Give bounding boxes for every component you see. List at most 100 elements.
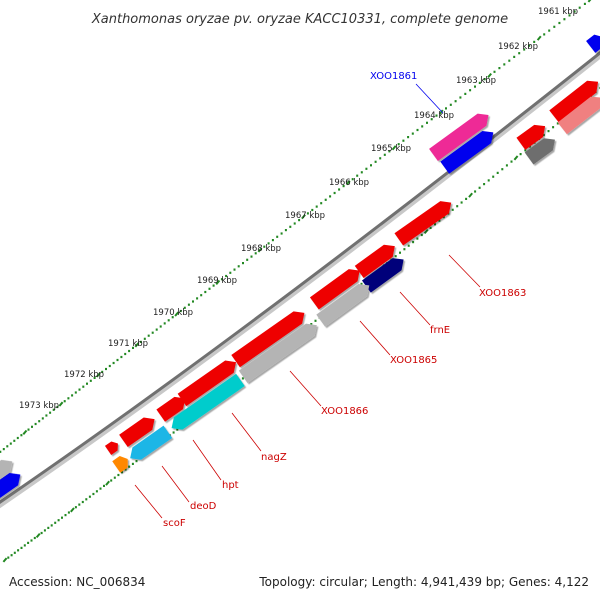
inner-ring-minor-tick — [478, 186, 481, 189]
gene-fwd-arrow[interactable] — [119, 413, 159, 448]
gene-fwd-arrow[interactable] — [549, 76, 600, 123]
gene-rev-arrow[interactable] — [0, 468, 25, 504]
outer-ring-minor-tick — [155, 328, 158, 331]
inner-ring-minor-tick — [505, 164, 508, 167]
inner-ring-minor-tick — [456, 205, 459, 208]
tick-label-1962: 1962 kbp — [498, 42, 538, 52]
gene-fwd-arrow[interactable] — [0, 455, 17, 485]
inner-ring-minor-tick — [43, 529, 46, 532]
inner-ring-minor-tick — [23, 544, 26, 547]
inner-ring-major-tick — [35, 532, 41, 539]
outer-ring-minor-tick — [416, 128, 419, 132]
outer-ring-minor-tick — [246, 258, 249, 261]
inner-ring-minor-tick — [128, 465, 131, 468]
gene-label-scof[interactable]: scoF — [163, 518, 186, 529]
gene-fwd-arrow[interactable] — [516, 120, 549, 150]
inner-ring-minor-tick — [442, 216, 445, 219]
outer-ring-minor-tick — [503, 63, 506, 66]
outer-ring-minor-tick — [411, 132, 414, 135]
gene-fwd-arrow[interactable] — [104, 439, 121, 455]
gene-fwd-arrow[interactable] — [156, 392, 189, 422]
outer-ring-minor-tick — [430, 118, 433, 121]
gene-hpt-arrow[interactable] — [126, 425, 173, 465]
genome-stats-text: Topology: circular; Length: 4,941,439 bp… — [259, 575, 589, 589]
outer-ring-minor-tick — [179, 309, 182, 313]
outer-ring-minor-tick — [383, 153, 386, 156]
inner-ring-minor-tick — [17, 549, 20, 552]
tick-label-1964: 1964 kbp — [414, 111, 454, 121]
outer-ring-minor-tick — [478, 81, 481, 84]
outer-ring-minor-tick — [311, 208, 314, 212]
gene-frne-arrow[interactable] — [361, 253, 408, 293]
inner-ring-minor-tick — [30, 539, 33, 542]
inner-ring-minor-tick — [314, 319, 317, 322]
outer-ring-minor-tick — [370, 164, 372, 167]
outer-ring-minor-tick — [563, 18, 566, 21]
inner-ring-major-tick — [468, 192, 473, 198]
gene-xoo1866-arrow[interactable] — [238, 319, 321, 383]
outer-ring-minor-tick — [474, 85, 476, 88]
tick-label-1968: 1968 kbp — [241, 244, 281, 254]
gene-xoo1863-arrow[interactable] — [394, 197, 455, 246]
gene-fwd-arrow[interactable] — [354, 240, 399, 278]
outer-ring-minor-tick — [16, 436, 19, 440]
kbp-tick-labels: 1961 kbp 1962 kbp 1963 kbp 1964 kbp 1965… — [19, 7, 578, 411]
outer-ring-minor-tick — [578, 6, 581, 9]
gene-label-xoo1865[interactable]: XOO1865 — [390, 355, 437, 366]
inner-ring-minor-tick — [135, 460, 138, 463]
gene-rev-arrow[interactable] — [440, 126, 497, 174]
inner-ring-minor-tick — [7, 556, 10, 559]
outer-ring-minor-tick — [132, 346, 134, 349]
gene-label-xoo1861[interactable]: XOO1861 — [370, 71, 417, 82]
outer-ring-minor-tick — [553, 25, 556, 28]
gene-rev-arrow[interactable] — [557, 92, 600, 135]
gene-rev-arrow[interactable] — [524, 134, 560, 165]
outer-ring-minor-tick — [183, 306, 186, 309]
outer-ring-minor-tick — [558, 21, 561, 25]
gene-label-xoo1863[interactable]: XOO1863 — [479, 288, 526, 299]
outer-ring-minor-tick — [52, 408, 55, 411]
outer-ring-minor-tick — [108, 364, 111, 368]
outer-ring-minor-tick — [407, 136, 410, 139]
outer-ring-minor-tick — [0, 450, 2, 453]
gene-label-xoo1866[interactable]: XOO1866 — [321, 406, 368, 417]
tick-label-1967: 1967 kbp — [285, 211, 325, 221]
gene-xoo1861-arrow[interactable] — [429, 109, 493, 162]
gene-label-hpt[interactable]: hpt — [222, 480, 239, 491]
outer-ring-major-tick — [22, 429, 28, 435]
outer-ring-minor-tick — [20, 434, 23, 437]
gene-fwd-arrow[interactable] — [177, 356, 241, 407]
leader-xoo1863 — [448, 254, 481, 288]
inner-ring-minor-tick — [85, 498, 88, 501]
outer-ring-minor-tick — [315, 205, 318, 208]
gene-xoo1865-arrow[interactable] — [316, 279, 373, 327]
outer-ring-minor-tick — [568, 14, 571, 17]
inner-ring-minor-tick — [399, 251, 401, 254]
gene-label-nagz[interactable]: nagZ — [261, 452, 287, 463]
gene-nagz-arrow[interactable] — [167, 373, 245, 434]
gene-fwd-arrow[interactable] — [231, 307, 308, 368]
outer-ring-minor-tick — [208, 287, 211, 290]
map-title: Xanthomonas oryzae pv. oryzae KACC10331,… — [91, 12, 508, 27]
gene-rev-arrow[interactable] — [586, 31, 600, 53]
gene-scof-arrow[interactable] — [112, 453, 131, 473]
inner-ring-minor-tick — [460, 201, 463, 204]
outer-ring-minor-tick — [151, 331, 154, 334]
gene-label-frne[interactable]: frnE — [430, 325, 450, 336]
inner-ring-minor-tick — [103, 484, 105, 487]
inner-ring-minor-tick — [78, 503, 81, 506]
outer-ring-minor-tick — [421, 125, 424, 128]
outer-ring-minor-tick — [449, 103, 452, 106]
outer-ring-minor-tick — [379, 157, 382, 160]
outer-ring-minor-tick — [63, 400, 66, 403]
outer-ring-minor-tick — [518, 52, 521, 55]
outer-ring-minor-tick — [284, 229, 287, 232]
outer-ring-minor-tick — [34, 422, 37, 426]
inner-ring-minor-tick — [176, 428, 179, 431]
gene-fwd-arrow[interactable] — [309, 264, 364, 310]
outer-ring-minor-tick — [41, 417, 44, 420]
outer-ring-minor-tick — [225, 274, 228, 278]
leader-xoo1865 — [359, 320, 391, 356]
outer-ring-minor-tick — [298, 219, 301, 222]
gene-label-deod[interactable]: deoD — [190, 501, 217, 512]
